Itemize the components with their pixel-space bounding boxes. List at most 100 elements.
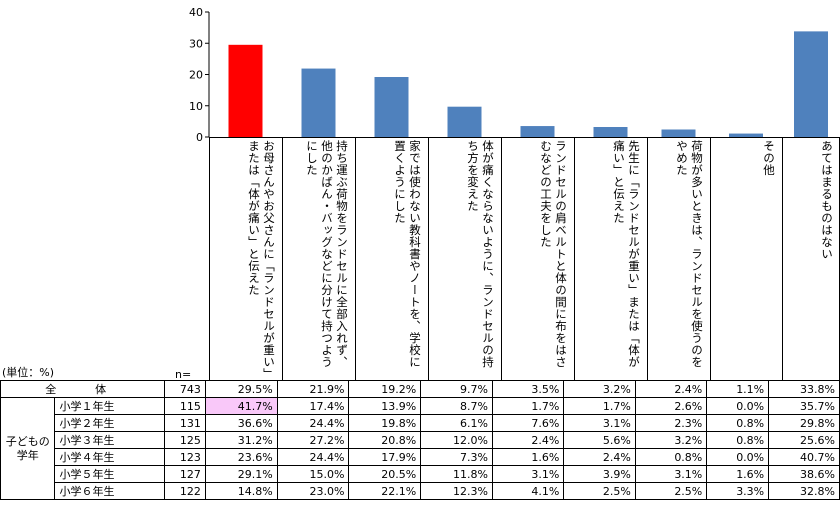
percent-cell: 3.9% [563, 465, 636, 483]
percent-cell: 17.4% [276, 397, 350, 415]
percent-cell: 38.6% [768, 465, 840, 483]
percent-cell: 27.2% [276, 431, 350, 449]
category-label: その他 [762, 140, 776, 176]
percent-cell: 0.8% [634, 448, 708, 466]
percent-cell: 8.7% [420, 397, 493, 415]
category-label: 先生に「ランドセルが重い」または「体が痛い」と伝えた [612, 140, 641, 368]
percent-cell: 20.5% [348, 465, 422, 483]
n-value: 131 [164, 414, 206, 432]
table-row: 小学４年生 123 23.6% 24.4% 17.9% 7.3% 1.6% 2.4% 0.8% 0… [1, 448, 840, 466]
percent-cell: 1.6% [491, 448, 565, 466]
data-table: 全 体 743 29.5% 21.9% 19.2% 9.7% 3.5% 3.2% 2.4% 1.1… [0, 380, 840, 500]
percent-cell: 2.4% [563, 448, 636, 466]
row-label: 小学２年生 [54, 414, 166, 432]
percent-cell: 2.3% [634, 414, 708, 432]
percent-cell: 11.8% [420, 465, 493, 483]
percent-cell: 1.1% [706, 380, 770, 398]
percent-cell: 5.6% [563, 431, 636, 449]
percent-cell: 29.5% [204, 380, 278, 398]
row-label: 全 体 [0, 380, 166, 398]
bar [593, 127, 628, 137]
y-tick-label: 20 [189, 69, 203, 82]
percent-cell: 9.7% [420, 380, 493, 398]
group-label: 子どもの学年 [0, 397, 56, 500]
percent-cell: 19.8% [348, 414, 422, 432]
bar [520, 126, 555, 137]
percent-cell: 23.0% [276, 482, 350, 500]
percent-cell: 24.4% [276, 448, 350, 466]
percent-cell: 3.5% [491, 380, 565, 398]
percent-cell: 3.1% [563, 414, 636, 432]
percent-cell: 6.1% [420, 414, 493, 432]
n-label: n= [175, 368, 192, 381]
percent-cell: 0.0% [706, 448, 770, 466]
percent-cell: 3.3% [706, 482, 770, 500]
table-row: 小学６年生 122 14.8% 23.0% 22.1% 12.3% 4.1% 2.5% 2.5%… [1, 482, 840, 500]
percent-cell: 22.1% [348, 482, 422, 500]
bar [228, 44, 263, 137]
percent-cell: 12.3% [420, 482, 493, 500]
percent-cell: 1.7% [491, 397, 565, 415]
percent-cell: 3.2% [563, 380, 636, 398]
category-label: あてはまるものはない [820, 140, 834, 260]
percent-cell: 21.9% [276, 380, 350, 398]
table-row: 全 体 743 29.5% 21.9% 19.2% 9.7% 3.5% 3.2% 2.4% 1.1… [0, 380, 840, 398]
percent-cell: 2.4% [491, 431, 565, 449]
bar-chart: 0 10 20 30 40 [189, 6, 840, 380]
n-value: 122 [164, 482, 206, 500]
percent-cell: 3.1% [634, 465, 708, 483]
y-tick-label: 10 [189, 100, 203, 113]
percent-cell: 33.8% [768, 380, 840, 398]
bar [374, 77, 409, 137]
percent-cell: 0.0% [706, 397, 770, 415]
percent-cell: 17.9% [348, 448, 422, 466]
table-row: 小学２年生 131 36.6% 24.4% 19.8% 6.1% 7.6% 3.1% 2.3% 0… [1, 414, 840, 432]
percent-cell: 35.7% [768, 397, 840, 415]
percent-cell: 31.2% [204, 431, 278, 449]
percent-cell: 29.1% [204, 465, 278, 483]
percent-cell: 2.5% [634, 482, 708, 500]
bar [301, 68, 336, 137]
n-value: 127 [164, 465, 206, 483]
y-tick-label: 40 [189, 6, 203, 19]
percent-cell: 2.5% [563, 482, 636, 500]
percent-cell: 4.1% [491, 482, 565, 500]
percent-cell: 7.3% [420, 448, 493, 466]
table-row: 小学５年生 127 29.1% 15.0% 20.5% 11.8% 3.1% 3.9% 3.1%… [1, 465, 840, 483]
category-label: ランドセルの肩ベルトと体の間に布をはさむなどの工夫をした [539, 140, 568, 368]
bar [447, 106, 482, 137]
bar [794, 31, 828, 137]
row-label: 小学６年生 [54, 482, 166, 500]
percent-cell: 1.6% [706, 465, 770, 483]
percent-cell: 24.4% [276, 414, 350, 432]
percent-cell: 3.1% [491, 465, 565, 483]
percent-cell: 3.2% [634, 431, 708, 449]
percent-cell: 2.6% [634, 397, 708, 415]
percent-cell: 7.6% [491, 414, 565, 432]
percent-cell: 41.7% [204, 397, 278, 415]
table-row: 小学３年生 125 31.2% 27.2% 20.8% 12.0% 2.4% 5.6% 3.2%… [1, 431, 840, 449]
y-tick-label: 30 [189, 37, 203, 50]
category-label: 体が痛くならないように、ランドセルの持ち方を変えた [466, 140, 495, 368]
row-label: 小学３年生 [54, 431, 166, 449]
n-value: 123 [164, 448, 206, 466]
n-value: 743 [164, 380, 206, 398]
percent-cell: 1.7% [563, 397, 636, 415]
percent-cell: 29.8% [768, 414, 840, 432]
percent-cell: 23.6% [204, 448, 278, 466]
percent-cell: 20.8% [348, 431, 422, 449]
unit-label: (単位：%) [2, 366, 55, 379]
category-label: 荷物が多いときは、ランドセルを使うのをやめた [675, 140, 704, 368]
percent-cell: 19.2% [348, 380, 422, 398]
bar [729, 133, 763, 137]
percent-cell: 25.6% [768, 431, 840, 449]
row-label: 小学５年生 [54, 465, 166, 483]
percent-cell: 32.8% [768, 482, 840, 500]
percent-cell: 0.8% [706, 414, 770, 432]
category-label: 家では使わない教科書やノートを、学校に置くようにした [393, 140, 422, 368]
y-tick-label: 0 [196, 131, 203, 144]
percent-cell: 14.8% [204, 482, 278, 500]
percent-cell: 36.6% [204, 414, 278, 432]
percent-cell: 2.4% [634, 380, 708, 398]
category-label: 持ち運ぶ荷物をランドセルに全部入れず、他のかばん・バッグなどに分けて持つようにし… [305, 140, 349, 368]
